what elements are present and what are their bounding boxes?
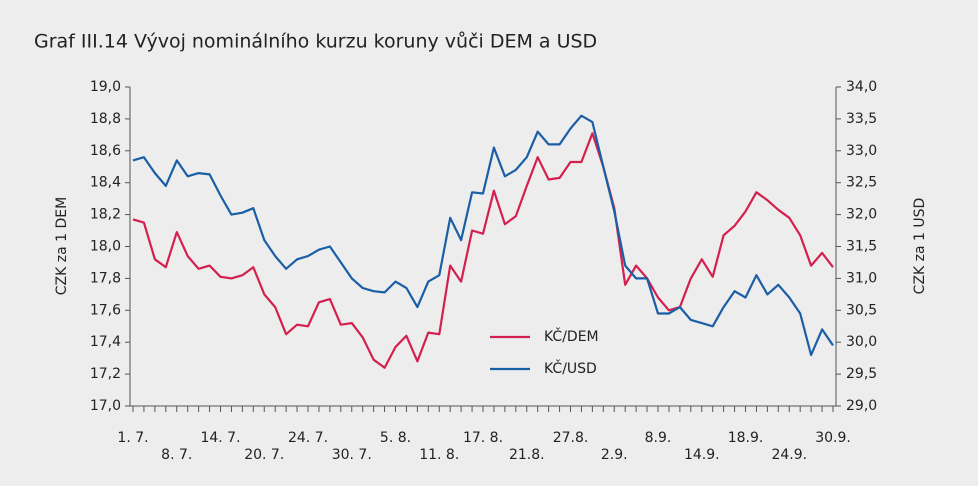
y-tick-label: 17,6: [90, 302, 121, 318]
x-tick-label: 14. 7.: [200, 430, 240, 446]
y-tick-label: 18,2: [90, 207, 121, 223]
x-tick-label: 2.9.: [601, 447, 628, 463]
x-tick-label: 24.9.: [771, 447, 807, 463]
y2-tick-label: 30,0: [846, 334, 877, 350]
x-tick-label: 24. 7.: [288, 430, 328, 446]
y2-tick-label: 32,5: [846, 175, 877, 191]
legend-label: KČ/DEM: [544, 327, 599, 345]
x-tick-label: 8. 7.: [161, 447, 192, 463]
y2-tick-label: 29,0: [846, 398, 877, 414]
y2-tick-label: 29,5: [846, 366, 877, 382]
y-tick-label: 17,2: [90, 366, 121, 382]
y2-tick-label: 31,5: [846, 239, 877, 255]
legend-label: KČ/USD: [544, 359, 597, 377]
y2-tick-label: 30,5: [846, 302, 877, 318]
y2-tick-label: 32,0: [846, 207, 877, 223]
x-tick-label: 18.9.: [728, 430, 764, 446]
y2-axis-label: CZK za 1 USD: [912, 198, 928, 295]
y-tick-label: 18,8: [90, 111, 121, 127]
x-tick-label: 17. 8.: [463, 430, 503, 446]
x-tick-label: 8.9.: [645, 430, 672, 446]
y2-tick-label: 31,0: [846, 270, 877, 286]
x-tick-label: 5. 8.: [380, 430, 411, 446]
x-tick-label: 11. 8.: [419, 447, 459, 463]
y2-tick-label: 33,5: [846, 111, 877, 127]
y2-tick-label: 33,0: [846, 143, 877, 159]
series-line: [132, 132, 834, 369]
x-tick-label: 30. 7.: [332, 447, 372, 463]
y-tick-label: 18,6: [90, 143, 121, 159]
y-tick-label: 19,0: [90, 79, 121, 95]
y-tick-label: 17,0: [90, 398, 121, 414]
x-tick-label: 1. 7.: [117, 430, 148, 446]
y-tick-label: 18,4: [90, 175, 121, 191]
y2-tick-label: 34,0: [846, 79, 877, 95]
x-tick-label: 30.9.: [815, 430, 851, 446]
series-line: [132, 114, 834, 357]
chart-title: Graf III.14 Vývoj nominálního kurzu koru…: [34, 31, 597, 53]
y-tick-label: 17,8: [90, 270, 121, 286]
x-tick-label: 14.9.: [684, 447, 720, 463]
x-tick-label: 20. 7.: [244, 447, 284, 463]
y-tick-label: 17,4: [90, 334, 121, 350]
x-tick-label: 21.8.: [509, 447, 545, 463]
x-tick-label: 27.8.: [553, 430, 589, 446]
y-tick-label: 18,0: [90, 239, 121, 255]
y-axis-label: CZK za 1 DEM: [54, 197, 70, 295]
